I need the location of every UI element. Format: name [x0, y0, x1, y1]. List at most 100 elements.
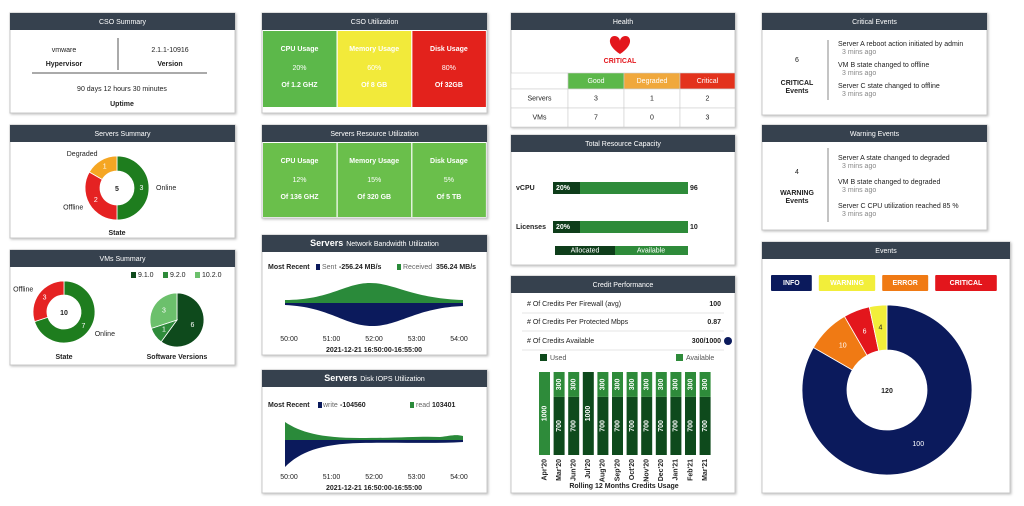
table-value: 3 — [594, 95, 598, 102]
legend-swatch — [410, 402, 414, 408]
panel-title: Servers Resource Utilization — [330, 131, 418, 138]
donut-total: 5 — [115, 186, 119, 193]
legend-label: 9.2.0 — [170, 272, 186, 279]
panel-title: Credit Performance — [593, 282, 654, 289]
segment-value: 4 — [879, 325, 883, 332]
hypervisor: vmware — [52, 47, 77, 54]
credit-bar — [641, 372, 653, 397]
bar-value: 700 — [556, 420, 563, 432]
legend-swatch — [195, 272, 200, 278]
segment-value: 3 — [140, 185, 144, 192]
x-tick-label: Jul'20 — [585, 459, 592, 479]
tile-name: Disk Usage — [430, 158, 468, 165]
panel-title-main: Servers — [310, 238, 343, 248]
donut-caption: Software Versions — [147, 354, 208, 361]
legend-swatch — [131, 272, 136, 278]
legend-swatch — [316, 264, 320, 270]
panel-title: Servers Summary — [94, 131, 151, 138]
credit-bar — [670, 396, 682, 455]
bar-value: 300 — [702, 379, 709, 391]
legend-name: Sent — [322, 264, 336, 271]
total-label: 10 — [690, 224, 698, 231]
filter-button[interactable] — [818, 275, 876, 291]
donut-caption: State — [55, 354, 72, 361]
panel-title-main: Servers — [324, 373, 357, 383]
credit-bar — [655, 372, 667, 397]
credit-bar — [685, 396, 696, 455]
legend-swatch — [615, 246, 688, 255]
table-value: 3 — [706, 114, 710, 121]
legend-value: -256.24 MB/s — [339, 264, 382, 271]
credit-bar — [670, 372, 682, 397]
tile-value: 80% — [442, 65, 456, 72]
bar-value: 300 — [556, 379, 563, 391]
panel-header — [511, 276, 735, 293]
tile-value: 15% — [367, 177, 381, 184]
allocated-bar — [553, 221, 580, 233]
segment-value: 1 — [162, 326, 166, 333]
legend-label: Used — [550, 355, 566, 362]
event-text: Server C state changed to offline — [838, 83, 940, 90]
bar-value: 300 — [571, 379, 578, 391]
credit-bar — [699, 396, 711, 455]
filter-button[interactable] — [882, 275, 929, 291]
panel-header — [511, 135, 735, 152]
hypervisor-label: Hypervisor — [46, 61, 83, 68]
event-text: VM B state changed to offline — [838, 62, 929, 69]
donut-segment — [32, 280, 65, 323]
bar-value: 300 — [658, 379, 665, 391]
credit-bar — [612, 396, 623, 455]
version: 2.1.1-10916 — [151, 47, 188, 54]
metric-value: 100 — [709, 301, 721, 308]
tile-value: 60% — [367, 65, 381, 72]
credit-bar — [655, 396, 667, 455]
x-tick-label: Jan'21 — [673, 459, 680, 481]
legend-swatch — [163, 272, 168, 278]
table-header: Degraded — [637, 78, 668, 85]
bar-value: 700 — [702, 420, 709, 432]
event-time: 3 mins ago — [842, 70, 876, 77]
panel-header — [262, 125, 487, 142]
event-time: 3 mins ago — [842, 187, 876, 194]
panel-title: Servers Network Bandwidth Utilization — [310, 238, 439, 248]
table-value: 0 — [650, 114, 654, 121]
tile — [337, 31, 412, 107]
panel — [510, 134, 736, 266]
table-value: 7 — [594, 114, 598, 121]
legend-label: Available — [637, 247, 665, 254]
legend-name: Received — [403, 264, 432, 271]
panel-title: Critical Events — [852, 19, 897, 26]
x-tick-label: Oct'20 — [629, 459, 636, 480]
panel-title: Events — [875, 248, 897, 255]
most-recent: Most Recent — [268, 402, 310, 409]
event-count: 4 — [795, 169, 799, 176]
bar-value: 700 — [687, 420, 694, 432]
filter-button[interactable] — [935, 275, 997, 291]
filter-button[interactable] — [771, 275, 812, 291]
tile — [263, 31, 337, 107]
x-tick-label: 54:00 — [450, 474, 468, 481]
credit-bar — [553, 372, 565, 397]
table-header: Good — [587, 78, 604, 85]
x-tick-label: Nov'20 — [644, 459, 651, 482]
segment-name: Offline — [13, 287, 33, 294]
table-cell — [510, 72, 569, 90]
legend-value: -104560 — [340, 402, 366, 409]
x-tick-label: Dec'20 — [658, 459, 665, 481]
x-tick-label: 51:00 — [323, 336, 341, 343]
bar-value: 300 — [687, 379, 694, 391]
tile-name: CPU Usage — [281, 46, 319, 53]
donut-segment — [801, 304, 973, 476]
x-tick-label: 53:00 — [408, 336, 426, 343]
donut-caption: State — [108, 230, 125, 237]
segment-value: 6 — [190, 322, 194, 329]
tile-name: Memory Usage — [349, 46, 399, 53]
tile — [263, 143, 337, 217]
x-tick-label: Apr'20 — [541, 459, 548, 481]
table-cell — [679, 107, 736, 128]
segment-name: Offline — [63, 204, 83, 211]
bar-value: 1000 — [585, 406, 592, 422]
chart-caption: Rolling 12 Months Credits Usage — [569, 483, 678, 490]
allocated-label: 20% — [556, 224, 571, 231]
